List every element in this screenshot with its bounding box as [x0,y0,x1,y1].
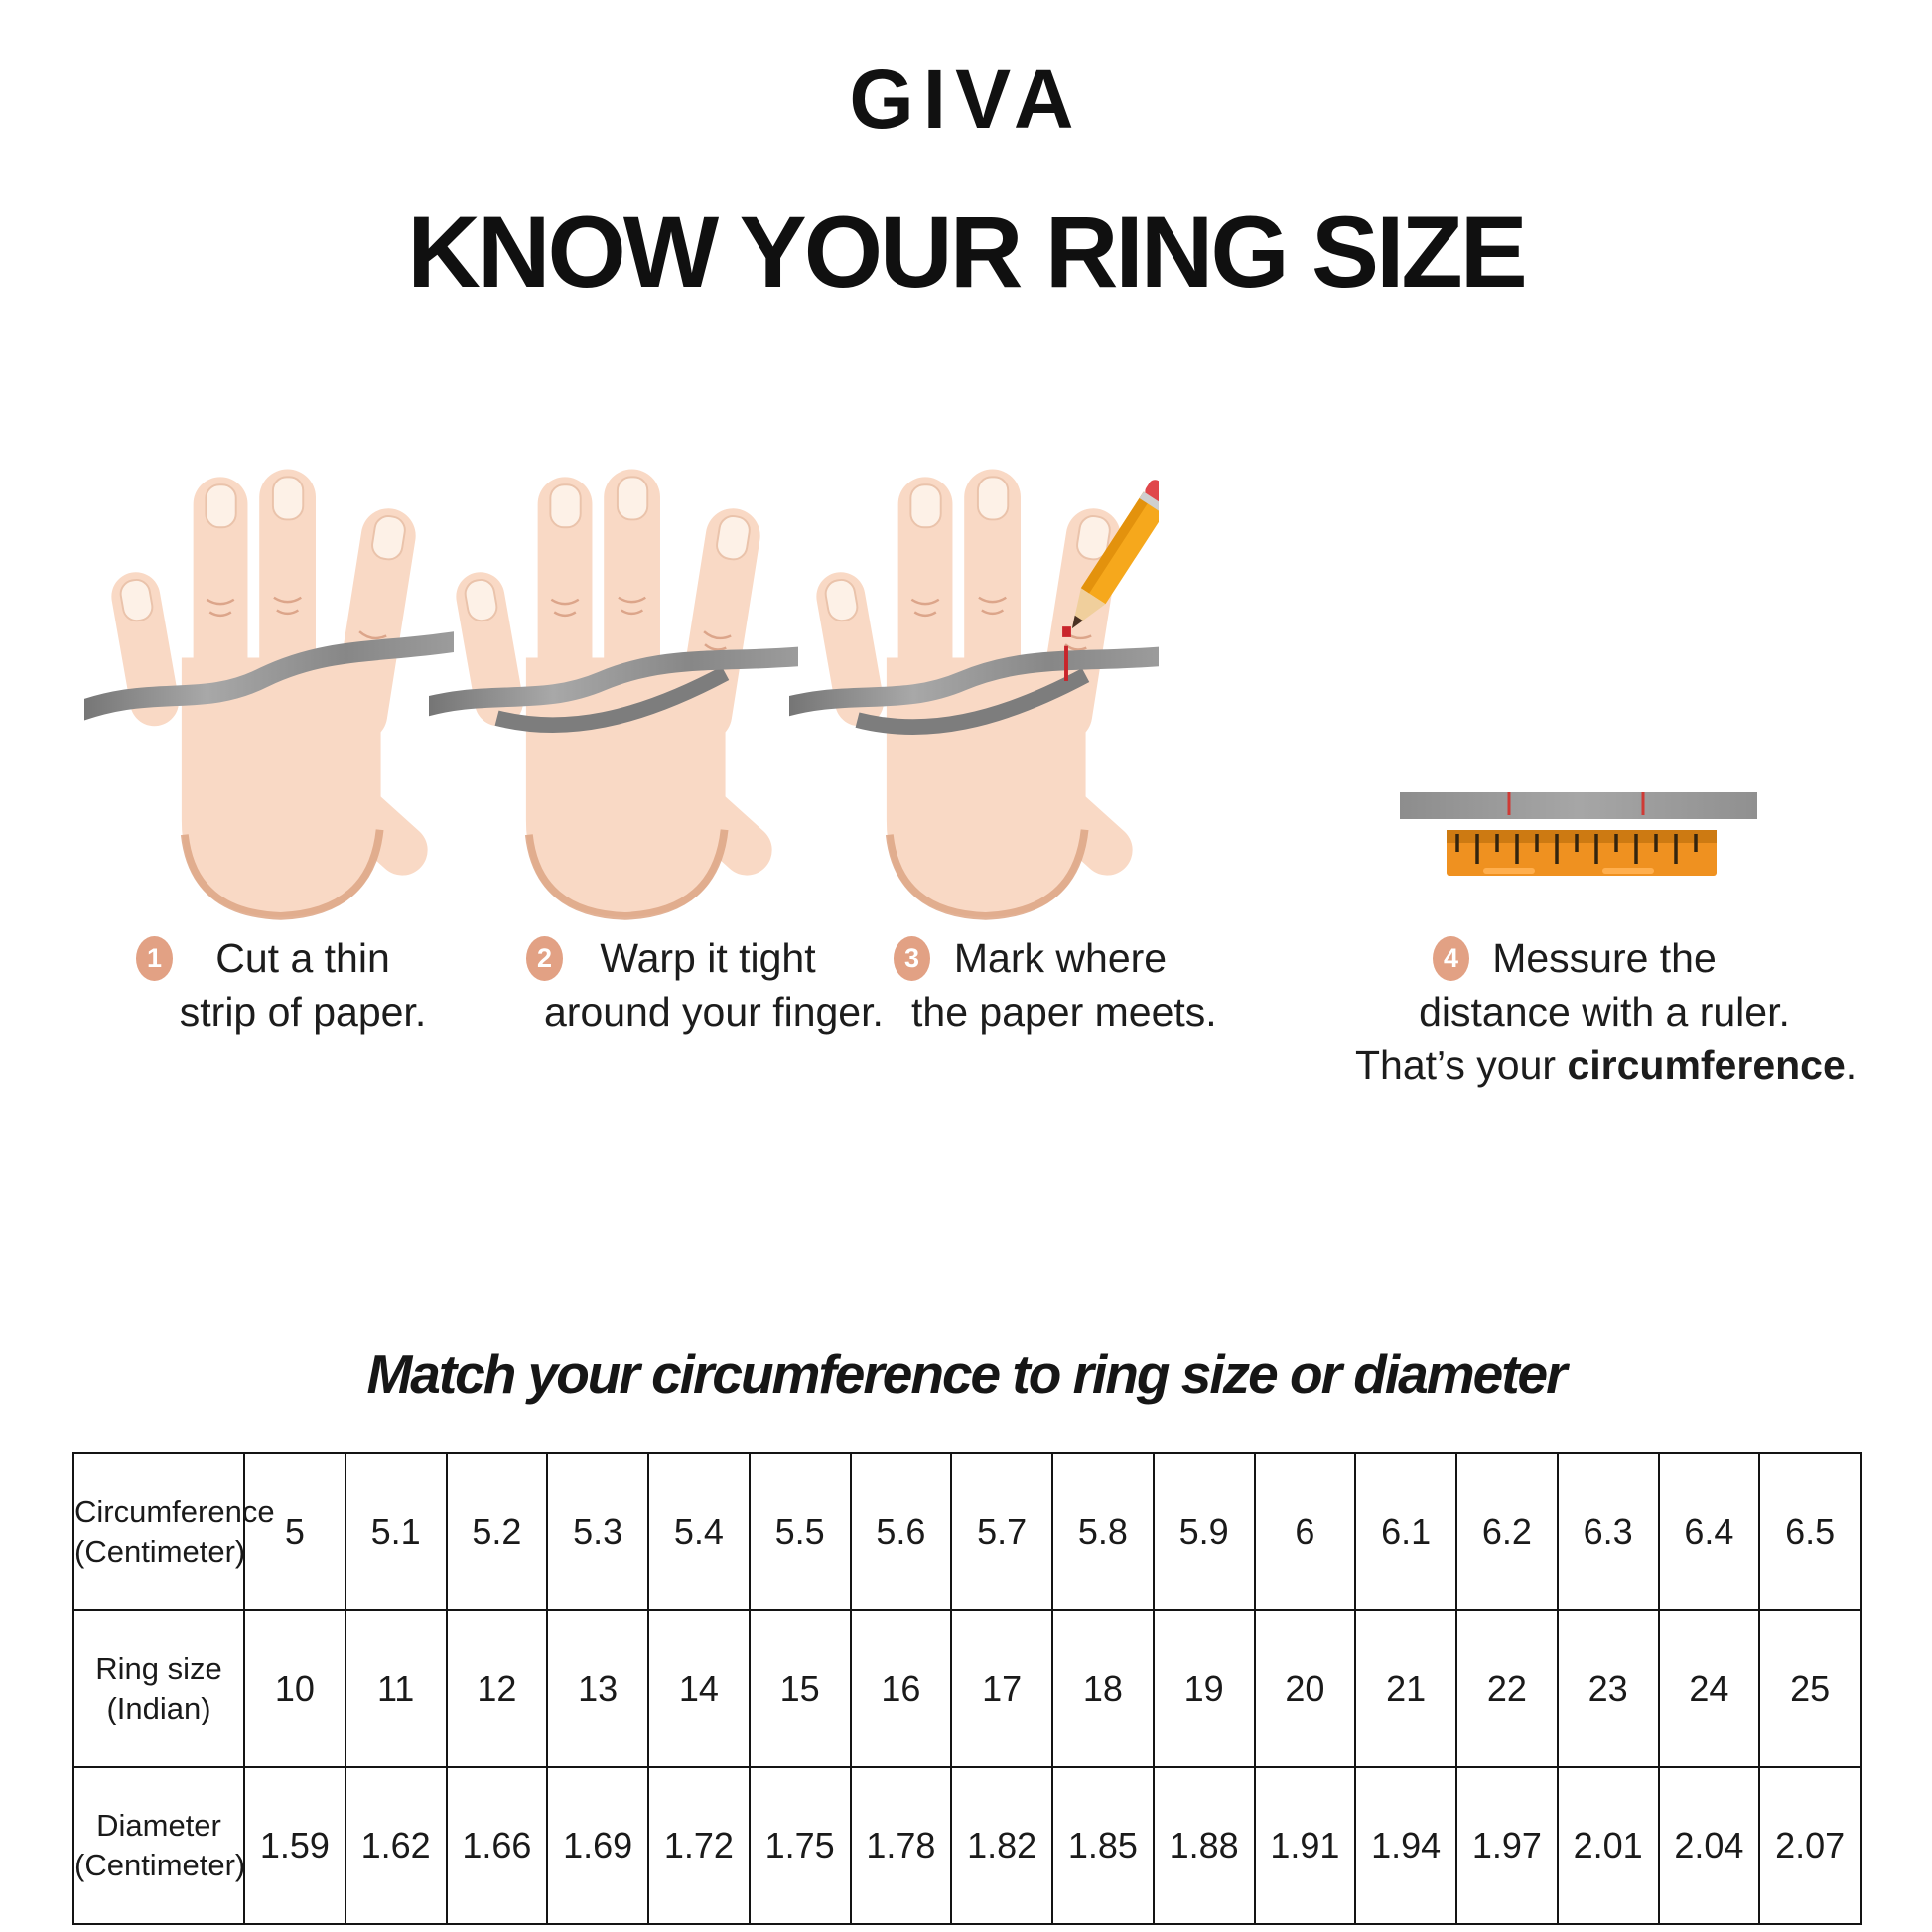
table-row: Circumference (Centimeter) 5 5.1 5.2 5.3 5.4 5.… [72,1452,1862,1611]
step-4-number: 4 [1443,943,1459,973]
ruler-icon [1447,830,1717,876]
table-cell: 6.3 [1556,1452,1660,1611]
table-cell: 18 [1051,1609,1155,1768]
table-cell: 14 [647,1609,751,1768]
hand-pencil-marking-strip-icon [789,425,1159,933]
page-title: KNOW YOUR RING SIZE [407,196,1528,309]
table-cell: 6.2 [1455,1452,1559,1611]
hand-strip-wrapped-around-finger-icon [429,425,798,933]
table-row: Diameter (Centimeter) 1.59 1.62 1.66 1.69 1.72… [72,1766,1862,1925]
table-cell: 5.9 [1152,1452,1256,1611]
paper-strip [789,646,1159,717]
table-cell: 5 [243,1452,346,1611]
paper-strip-and-ruler-icon [1392,757,1789,905]
table-cell: 1.72 [647,1766,751,1925]
step-3-badge: 3 [894,936,930,981]
pencil-icon [1071,480,1159,629]
table-cell: 1.82 [950,1766,1053,1925]
table-cell: 5.3 [546,1452,649,1611]
table-cell: 6.5 [1758,1452,1862,1611]
table-cell: 11 [344,1609,448,1768]
table-cell: 15 [748,1609,852,1768]
table-cell: 21 [1354,1609,1457,1768]
table-cell: 1.88 [1152,1766,1256,1925]
table-cell: 12 [445,1609,549,1768]
table-cell: 5.6 [849,1452,953,1611]
table-cell: 25 [1758,1609,1862,1768]
table-cell: 6.4 [1657,1452,1761,1611]
table-cell: 5.7 [950,1452,1053,1611]
table-subtitle: Match your circumference to ring size or… [366,1343,1567,1405]
table-cell: 13 [546,1609,649,1768]
table-cell: 1.66 [445,1766,549,1925]
table-cell: 2.01 [1556,1766,1660,1925]
step-3-caption: Mark where the paper meets. [911,935,1217,1035]
table-cell: 16 [849,1609,953,1768]
table-cell: 19 [1152,1609,1256,1768]
table-cell: 5.8 [1051,1452,1155,1611]
table-cell: 5.2 [445,1452,549,1611]
table-cell: 23 [1556,1609,1660,1768]
paper-strip [429,646,798,717]
row-label: Diameter (Centimeter) [72,1766,245,1925]
table-cell: 6 [1253,1452,1357,1611]
table-cell: 22 [1455,1609,1559,1768]
table-cell: 1.91 [1253,1766,1357,1925]
table-cell: 5.5 [748,1452,852,1611]
row-label: Circumference (Centimeter) [72,1452,275,1611]
red-dot [1062,626,1071,637]
step-2-caption: Warp it tight around your finger. [544,935,884,1035]
table-cell: 1.85 [1051,1766,1155,1925]
step-4-caption: Messure the distance with a ruler. That’… [1355,935,1858,1088]
brand-logo: GIVA [849,53,1083,146]
row-label: Ring size (Indian) [72,1609,245,1768]
table-cell: 5.4 [647,1452,751,1611]
step-1-badge: 1 [136,936,173,981]
table-cell: 2.04 [1657,1766,1761,1925]
table-cell: 17 [950,1609,1053,1768]
table-cell: 6.1 [1354,1452,1457,1611]
table-body: Circumference (Centimeter) 5 5.1 5.2 5.3 5.4 5.… [72,1452,1862,1925]
step-3-number: 3 [903,943,920,973]
table-cell: 1.59 [243,1766,346,1925]
table-cell: 20 [1253,1609,1357,1768]
table-cell: 1.62 [344,1766,448,1925]
step-1-caption: Cut a thin strip of paper. [179,935,427,1035]
step-2-number: 2 [536,943,553,973]
paper-strip-fold [494,666,730,733]
ring-size-table: Circumference (Centimeter) 5 5.1 5.2 5.3 5.4 5.… [72,1452,1862,1925]
step-2-badge: 2 [526,936,563,981]
table-cell: 5.1 [344,1452,448,1611]
table-cell: 2.07 [1758,1766,1862,1925]
table-cell: 1.78 [849,1766,953,1925]
step-4-badge: 4 [1433,936,1469,981]
table-cell: 1.97 [1455,1766,1559,1925]
table-cell: 10 [243,1609,346,1768]
table-cell: 24 [1657,1609,1761,1768]
hand-with-paper-strip-icon [84,425,454,933]
table-cell: 1.75 [748,1766,852,1925]
step-1-number: 1 [146,943,163,973]
table-cell: 1.94 [1354,1766,1457,1925]
paper-strip-fold [855,668,1090,735]
paper-strip [84,631,454,721]
table-row: Ring size (Indian) 10 11 12 13 14 15 16 17 18 19 20 2… [72,1609,1862,1768]
table-cell: 1.69 [546,1766,649,1925]
marked-paper-strip [1400,792,1757,819]
